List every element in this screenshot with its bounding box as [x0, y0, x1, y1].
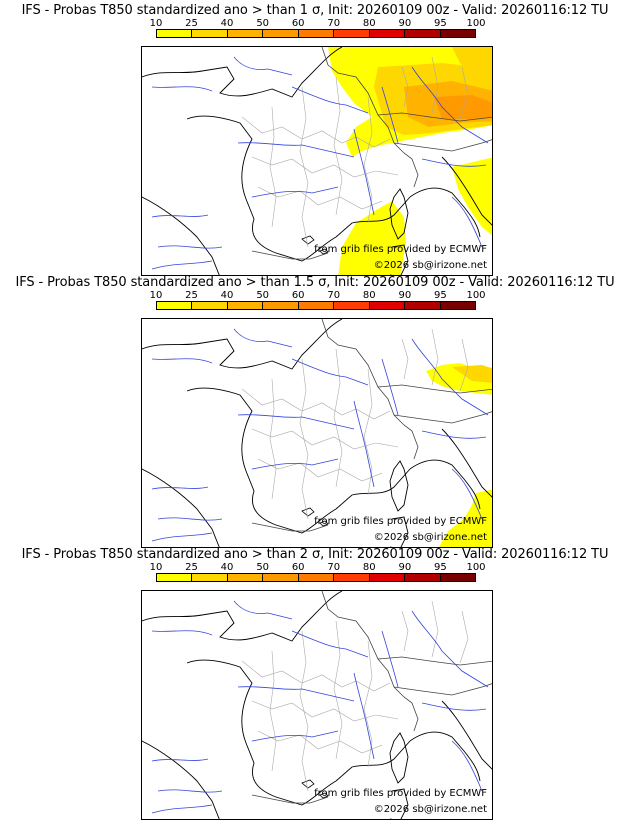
probability-legend: 10 25 40 50 60 70 80 90 95 100 — [150, 290, 486, 314]
legend-swatch — [334, 30, 370, 37]
map-graphic — [142, 591, 492, 819]
panel-1: IFS - Probas T850 standardized ano > tha… — [0, 0, 630, 276]
legend-label: 100 — [466, 562, 486, 573]
legend-swatch — [227, 574, 264, 581]
legend-color-bar — [156, 29, 476, 38]
grib-credit: from grib files provided by ECMWF — [314, 516, 487, 527]
legend-swatch — [405, 302, 441, 309]
legend-label: 70 — [327, 290, 341, 301]
legend-label: 70 — [327, 562, 341, 573]
legend-label: 50 — [256, 290, 270, 301]
legend-label: 100 — [466, 290, 486, 301]
probability-map: from grib files provided by ECMWF ©2026 … — [141, 590, 493, 820]
legend-swatch — [157, 30, 193, 37]
legend-swatch — [263, 574, 299, 581]
legend-swatch — [298, 302, 335, 309]
legend-label: 25 — [185, 290, 198, 301]
legend-swatch — [369, 30, 406, 37]
legend-label: 100 — [466, 18, 486, 29]
legend-swatch — [440, 302, 475, 309]
legend-swatch — [369, 302, 406, 309]
legend-color-bar — [156, 573, 476, 582]
legend-label: 80 — [362, 562, 376, 573]
legend-label: 25 — [185, 18, 198, 29]
legend-label: 50 — [256, 18, 270, 29]
legend-swatch — [192, 30, 228, 37]
legend-label: 90 — [398, 18, 412, 29]
panel-2: IFS - Probas T850 standardized ano > tha… — [0, 272, 630, 548]
probability-map: from grib files provided by ECMWF ©2026 … — [141, 318, 493, 548]
legend-label: 40 — [220, 18, 234, 29]
legend-swatch — [157, 302, 193, 309]
legend-label: 10 — [149, 18, 163, 29]
legend-swatch — [405, 30, 441, 37]
legend-label: 10 — [149, 290, 163, 301]
legend-label: 80 — [362, 18, 376, 29]
map-graphic — [142, 47, 492, 275]
legend-swatch — [298, 30, 335, 37]
legend-swatch — [263, 302, 299, 309]
legend-label: 10 — [149, 562, 163, 573]
legend-swatch — [405, 574, 441, 581]
legend-swatch — [263, 30, 299, 37]
copyright-text: ©2026 sb@irizone.net — [373, 804, 487, 815]
legend-swatch — [334, 302, 370, 309]
legend-swatch — [440, 574, 475, 581]
legend-swatch — [192, 574, 228, 581]
legend-swatch — [157, 574, 193, 581]
grib-credit: from grib files provided by ECMWF — [314, 244, 487, 255]
panel-title: IFS - Probas T850 standardized ano > tha… — [21, 547, 609, 562]
legend-color-bar — [156, 301, 476, 310]
probability-legend: 10 25 40 50 60 70 80 90 95 100 — [150, 562, 486, 586]
legend-swatch — [227, 302, 264, 309]
legend-label: 50 — [256, 562, 270, 573]
legend-label: 95 — [434, 18, 447, 29]
panel-3: IFS - Probas T850 standardized ano > tha… — [0, 544, 630, 820]
legend-label: 80 — [362, 290, 376, 301]
legend-label: 60 — [291, 290, 305, 301]
legend-swatch — [298, 574, 335, 581]
legend-swatch — [369, 574, 406, 581]
legend-label: 95 — [434, 562, 447, 573]
probability-legend: 10 25 40 50 60 70 80 90 95 100 — [150, 18, 486, 42]
legend-label: 25 — [185, 562, 198, 573]
panel-title: IFS - Probas T850 standardized ano > tha… — [15, 275, 615, 290]
grib-credit: from grib files provided by ECMWF — [314, 788, 487, 799]
legend-label: 95 — [434, 290, 447, 301]
legend-label: 90 — [398, 562, 412, 573]
legend-swatch — [440, 30, 475, 37]
legend-swatch — [227, 30, 264, 37]
legend-label: 40 — [220, 562, 234, 573]
probability-map: from grib files provided by ECMWF ©2026 … — [141, 46, 493, 276]
legend-label: 60 — [291, 18, 305, 29]
legend-swatch — [334, 574, 370, 581]
legend-label: 90 — [398, 290, 412, 301]
copyright-text: ©2026 sb@irizone.net — [373, 260, 487, 271]
copyright-text: ©2026 sb@irizone.net — [373, 532, 487, 543]
legend-label: 40 — [220, 290, 234, 301]
map-graphic — [142, 319, 492, 547]
legend-label: 60 — [291, 562, 305, 573]
panel-title: IFS - Probas T850 standardized ano > tha… — [21, 3, 609, 18]
legend-swatch — [192, 302, 228, 309]
legend-label: 70 — [327, 18, 341, 29]
